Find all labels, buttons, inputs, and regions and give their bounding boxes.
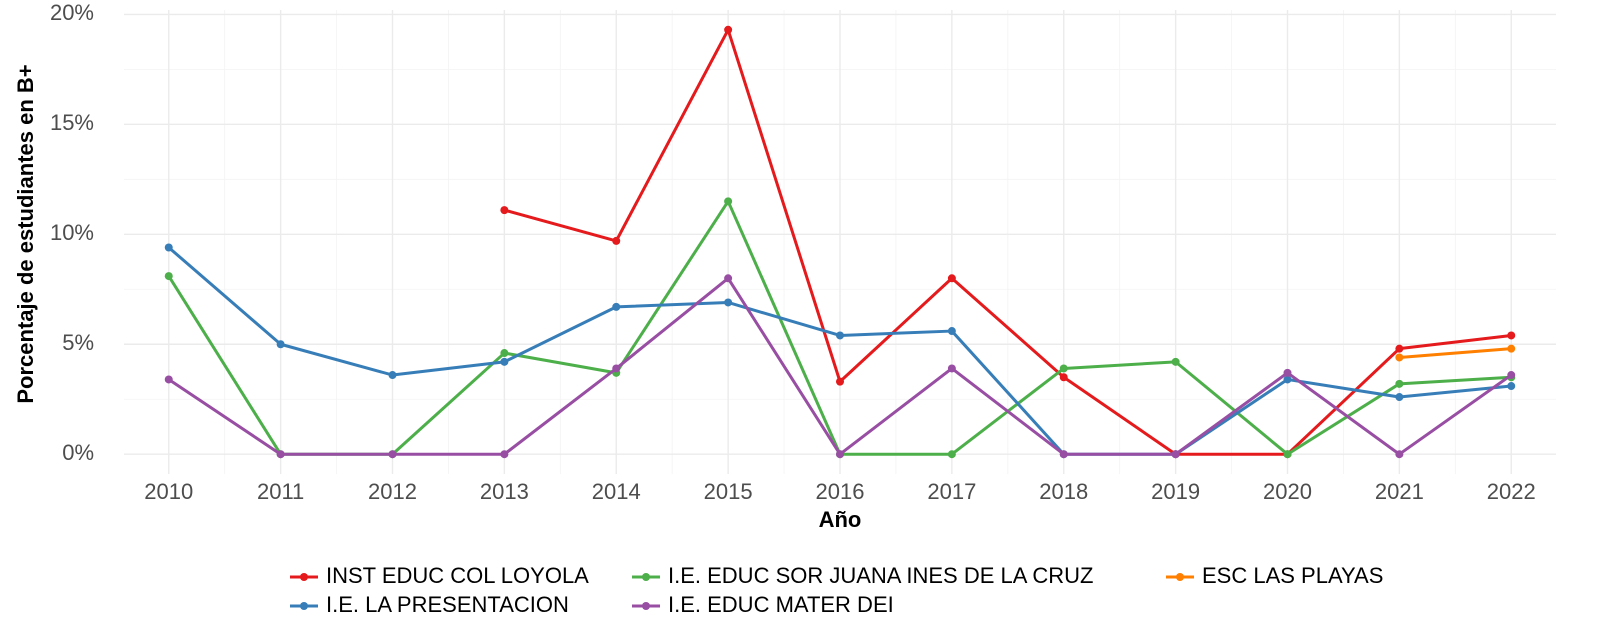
point <box>1059 450 1068 459</box>
point <box>724 274 733 283</box>
legend-key-point <box>642 602 650 610</box>
y-tick-label: 10% <box>50 220 94 245</box>
point <box>388 371 397 380</box>
x-tick-label: 2018 <box>1039 479 1088 504</box>
x-tick-label: 2019 <box>1151 479 1200 504</box>
point <box>276 340 285 349</box>
x-tick-label: 2011 <box>257 479 304 504</box>
point <box>947 364 956 373</box>
point <box>1507 344 1516 353</box>
y-tick-label: 15% <box>50 110 94 135</box>
x-tick-label: 2016 <box>816 479 865 504</box>
point <box>724 197 733 206</box>
point <box>1283 375 1292 384</box>
point <box>388 450 397 459</box>
x-tick-label: 2021 <box>1375 479 1424 504</box>
point <box>1395 344 1404 353</box>
point <box>947 327 956 336</box>
x-tick-label: 2012 <box>368 479 417 504</box>
x-tick-label: 2010 <box>144 479 193 504</box>
point <box>1059 364 1068 373</box>
x-axis-title: Año <box>819 507 862 532</box>
point <box>164 243 173 252</box>
point <box>500 349 509 358</box>
point <box>500 450 509 459</box>
point <box>164 272 173 281</box>
point <box>612 236 621 245</box>
legend-label: I.E. LA PRESENTACION <box>326 592 569 617</box>
point <box>1507 331 1516 340</box>
x-tick-label: 2020 <box>1263 479 1312 504</box>
legend-key-point <box>642 573 650 581</box>
point <box>500 357 509 366</box>
point <box>1395 379 1404 388</box>
legend-label: I.E. EDUC SOR JUANA INES DE LA CRUZ <box>668 563 1093 588</box>
y-tick-label: 20% <box>50 0 94 25</box>
point <box>276 450 285 459</box>
point <box>836 331 844 340</box>
point <box>500 206 509 215</box>
point <box>836 450 844 459</box>
series-line <box>1399 347 1512 359</box>
point <box>1283 450 1292 459</box>
x-tick-label: 2014 <box>592 479 641 504</box>
x-tick-label: 2017 <box>927 479 976 504</box>
point <box>724 25 733 34</box>
point <box>612 302 621 311</box>
legend-label: ESC LAS PLAYAS <box>1202 563 1383 588</box>
point <box>724 298 733 307</box>
y-axis-title: Porcentaje de estudiantes en B+ <box>13 64 38 403</box>
point <box>1059 373 1068 382</box>
x-tick-label: 2013 <box>480 479 529 504</box>
x-tick-label: 2022 <box>1487 479 1536 504</box>
legend-key-point <box>300 573 308 581</box>
legend-key-point <box>1176 573 1184 581</box>
point <box>947 274 956 283</box>
x-tick-label: 2015 <box>704 479 753 504</box>
y-tick-label: 0% <box>62 440 94 465</box>
point <box>836 377 844 386</box>
point <box>1283 368 1292 377</box>
point <box>612 364 621 373</box>
series-line <box>503 28 1512 456</box>
point <box>1395 450 1404 459</box>
point <box>1171 357 1180 366</box>
point <box>1171 450 1180 459</box>
point <box>1507 382 1516 391</box>
point <box>164 375 173 384</box>
point <box>1507 371 1516 380</box>
point <box>947 450 956 459</box>
point <box>1395 353 1404 362</box>
y-tick-label: 5% <box>62 330 94 355</box>
legend-label: INST EDUC COL LOYOLA <box>326 563 589 588</box>
point <box>1395 393 1404 402</box>
legend-key-point <box>300 602 308 610</box>
legend-label: I.E. EDUC MATER DEI <box>668 592 894 617</box>
